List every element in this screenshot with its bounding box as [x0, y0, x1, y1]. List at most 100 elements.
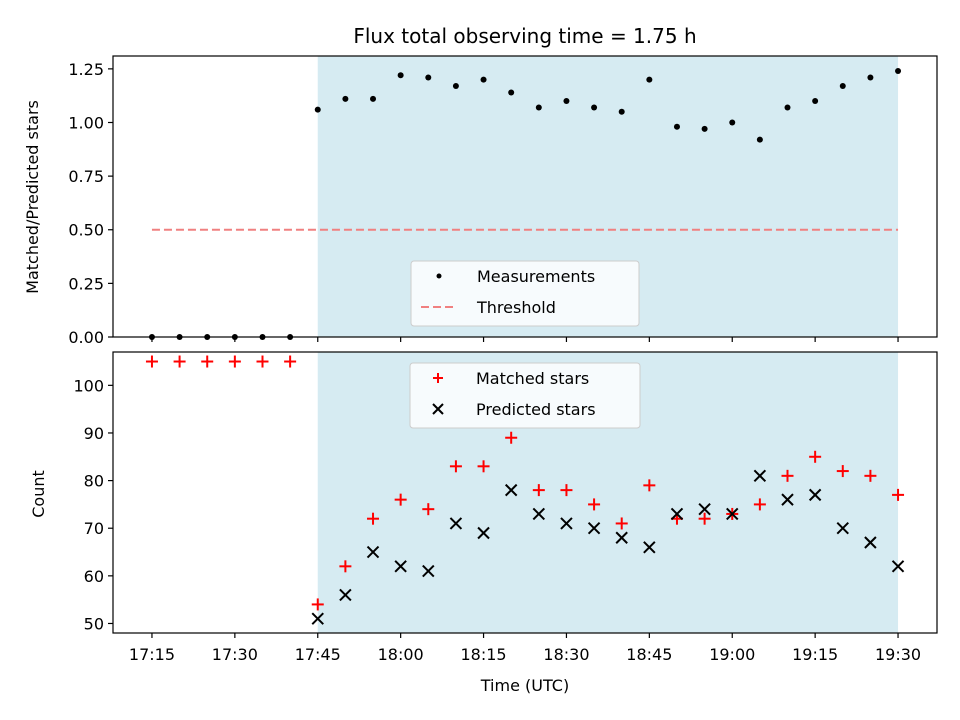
bottom-x-tick-label: 19:00 — [709, 645, 755, 664]
x-marker-b — [670, 507, 684, 521]
bottom-series-matched-stars-point — [339, 560, 352, 573]
x-marker-b — [504, 483, 518, 497]
bottom-y-tick-label: 60 — [84, 567, 104, 586]
bottom-series-predicted-stars-point — [339, 588, 352, 602]
top-legend-label: Measurements — [477, 267, 595, 286]
legend-handle-x-b — [432, 403, 444, 415]
bottom-series-matched-stars-point — [311, 598, 324, 611]
x-marker-b — [311, 612, 324, 625]
bottom-series-predicted-stars-point — [781, 493, 794, 506]
bottom-x-tick-label: 18:30 — [543, 645, 589, 664]
top-series-measurements-point — [812, 98, 819, 105]
bottom-series-matched-stars-point — [753, 498, 766, 511]
top-series-measurements-point — [673, 123, 680, 130]
x-marker-b — [864, 536, 877, 549]
bottom-series-predicted-stars-point — [808, 488, 822, 502]
top-legend-item: Measurements — [436, 267, 595, 286]
bottom-x-tick-label: 17:45 — [295, 645, 341, 664]
bottom-series-predicted-stars-point — [394, 560, 407, 573]
bottom-series-matched-stars-point — [615, 517, 628, 530]
x-marker-b — [366, 545, 380, 559]
bottom-series-matched-stars-point — [588, 498, 601, 511]
top-series-measurements-point — [895, 68, 902, 75]
bottom-x-tick-label: 18:45 — [626, 645, 672, 664]
bottom-series-matched-stars-point — [256, 355, 269, 368]
top-series-measurements-point — [425, 74, 432, 81]
top-series-measurements-point — [729, 119, 736, 126]
bottom-series-predicted-stars-point — [615, 531, 628, 544]
x-marker-b — [808, 488, 822, 502]
top-y-axis-label: Matched/Predicted stars — [23, 100, 42, 294]
bottom-series-predicted-stars-point — [504, 483, 518, 497]
bottom-series-predicted-stars-point — [698, 502, 711, 516]
bottom-series-matched-stars-point — [477, 460, 490, 473]
bottom-series-matched-stars-point — [560, 484, 573, 497]
bottom-y-tick-label: 90 — [84, 424, 104, 443]
bottom-series-matched-stars-point — [145, 355, 158, 368]
legend-handle-measurements — [436, 273, 442, 279]
bottom-x-tick-label: 19:15 — [792, 645, 838, 664]
top-y-tick-label: 0.00 — [68, 328, 104, 347]
top-legend-label: Threshold — [476, 298, 556, 317]
bottom-legend-box — [409, 362, 641, 429]
x-marker-b — [836, 522, 849, 535]
bottom-series-predicted-stars-point — [311, 612, 324, 625]
bottom-series-matched-stars-point — [367, 512, 380, 525]
bottom-legend-item: Predicted stars — [432, 400, 596, 419]
top-series-measurements-point — [342, 95, 349, 102]
top-y-tick-label: 0.25 — [68, 274, 104, 293]
x-axis-label: Time (UTC) — [480, 676, 569, 695]
bottom-series-matched-stars-point — [643, 479, 656, 492]
bottom-series-predicted-stars-point — [587, 522, 601, 535]
bottom-series-matched-stars-point — [505, 431, 518, 444]
bottom-series-matched-stars-point — [836, 465, 849, 478]
top-series-measurements-point — [701, 125, 708, 132]
x-marker-b — [781, 493, 794, 506]
chart-title: Flux total observing time = 1.75 h — [353, 24, 696, 48]
top-series-measurements-point — [314, 106, 321, 113]
bottom-series-matched-stars-point — [892, 488, 905, 501]
bottom-legend-label: Matched stars — [476, 369, 589, 388]
top-series-measurements-point — [480, 76, 487, 83]
bottom-series-matched-stars-point — [698, 512, 711, 525]
bottom-series-matched-stars-point — [449, 460, 462, 473]
x-marker-b — [422, 564, 435, 578]
top-y-tick-label: 0.50 — [68, 221, 104, 240]
top-series-measurements-point — [370, 95, 377, 102]
top-legend-item: Threshold — [421, 298, 556, 317]
x-marker-b — [394, 560, 407, 573]
bottom-legend-item: Matched stars — [433, 369, 589, 388]
top-panel: 0.00 0.25 0.50 0.75 1.00 1.25 Measurements Thre… — [68, 55, 938, 347]
x-marker-b — [532, 507, 546, 521]
bottom-y-tick-label: 100 — [73, 376, 104, 395]
bottom-series-predicted-stars-point — [422, 564, 435, 578]
bottom-legend-label: Predicted stars — [476, 400, 596, 419]
bottom-series-predicted-stars-point — [532, 507, 546, 521]
bottom-legend: Matched stars Predicted stars — [409, 362, 641, 429]
top-y-tick-label: 0.75 — [68, 167, 104, 186]
bottom-series-predicted-stars-point — [891, 560, 905, 573]
x-marker-b — [615, 531, 628, 544]
bottom-series-matched-stars-point — [394, 493, 407, 506]
top-series-measurements-point — [618, 108, 625, 115]
top-axes-frame — [112, 55, 938, 338]
bottom-series-predicted-stars-point — [477, 526, 490, 540]
bottom-x-tick-label: 17:15 — [129, 645, 175, 664]
bottom-series-matched-stars-point — [284, 355, 297, 368]
bottom-series-predicted-stars-point — [670, 507, 684, 521]
bottom-series-predicted-stars-point — [753, 469, 767, 483]
top-series-measurements-point — [563, 98, 570, 105]
top-series-measurements-point — [756, 136, 763, 143]
bottom-series-predicted-stars-point — [449, 517, 463, 530]
bottom-series-predicted-stars-point — [366, 545, 380, 559]
bottom-y-axis-label: Count — [29, 470, 48, 518]
x-marker-b — [698, 502, 711, 516]
top-series-measurements-point — [397, 72, 404, 79]
bottom-y-tick-label: 70 — [84, 519, 104, 538]
bottom-series-matched-stars-point — [781, 469, 794, 482]
x-marker-b — [560, 517, 573, 530]
top-y-tick-label: 1.00 — [68, 113, 104, 132]
bottom-x-tick-label: 19:30 — [875, 645, 921, 664]
bottom-series-matched-stars-point — [532, 484, 545, 497]
bottom-x-tick-label: 17:30 — [212, 645, 258, 664]
